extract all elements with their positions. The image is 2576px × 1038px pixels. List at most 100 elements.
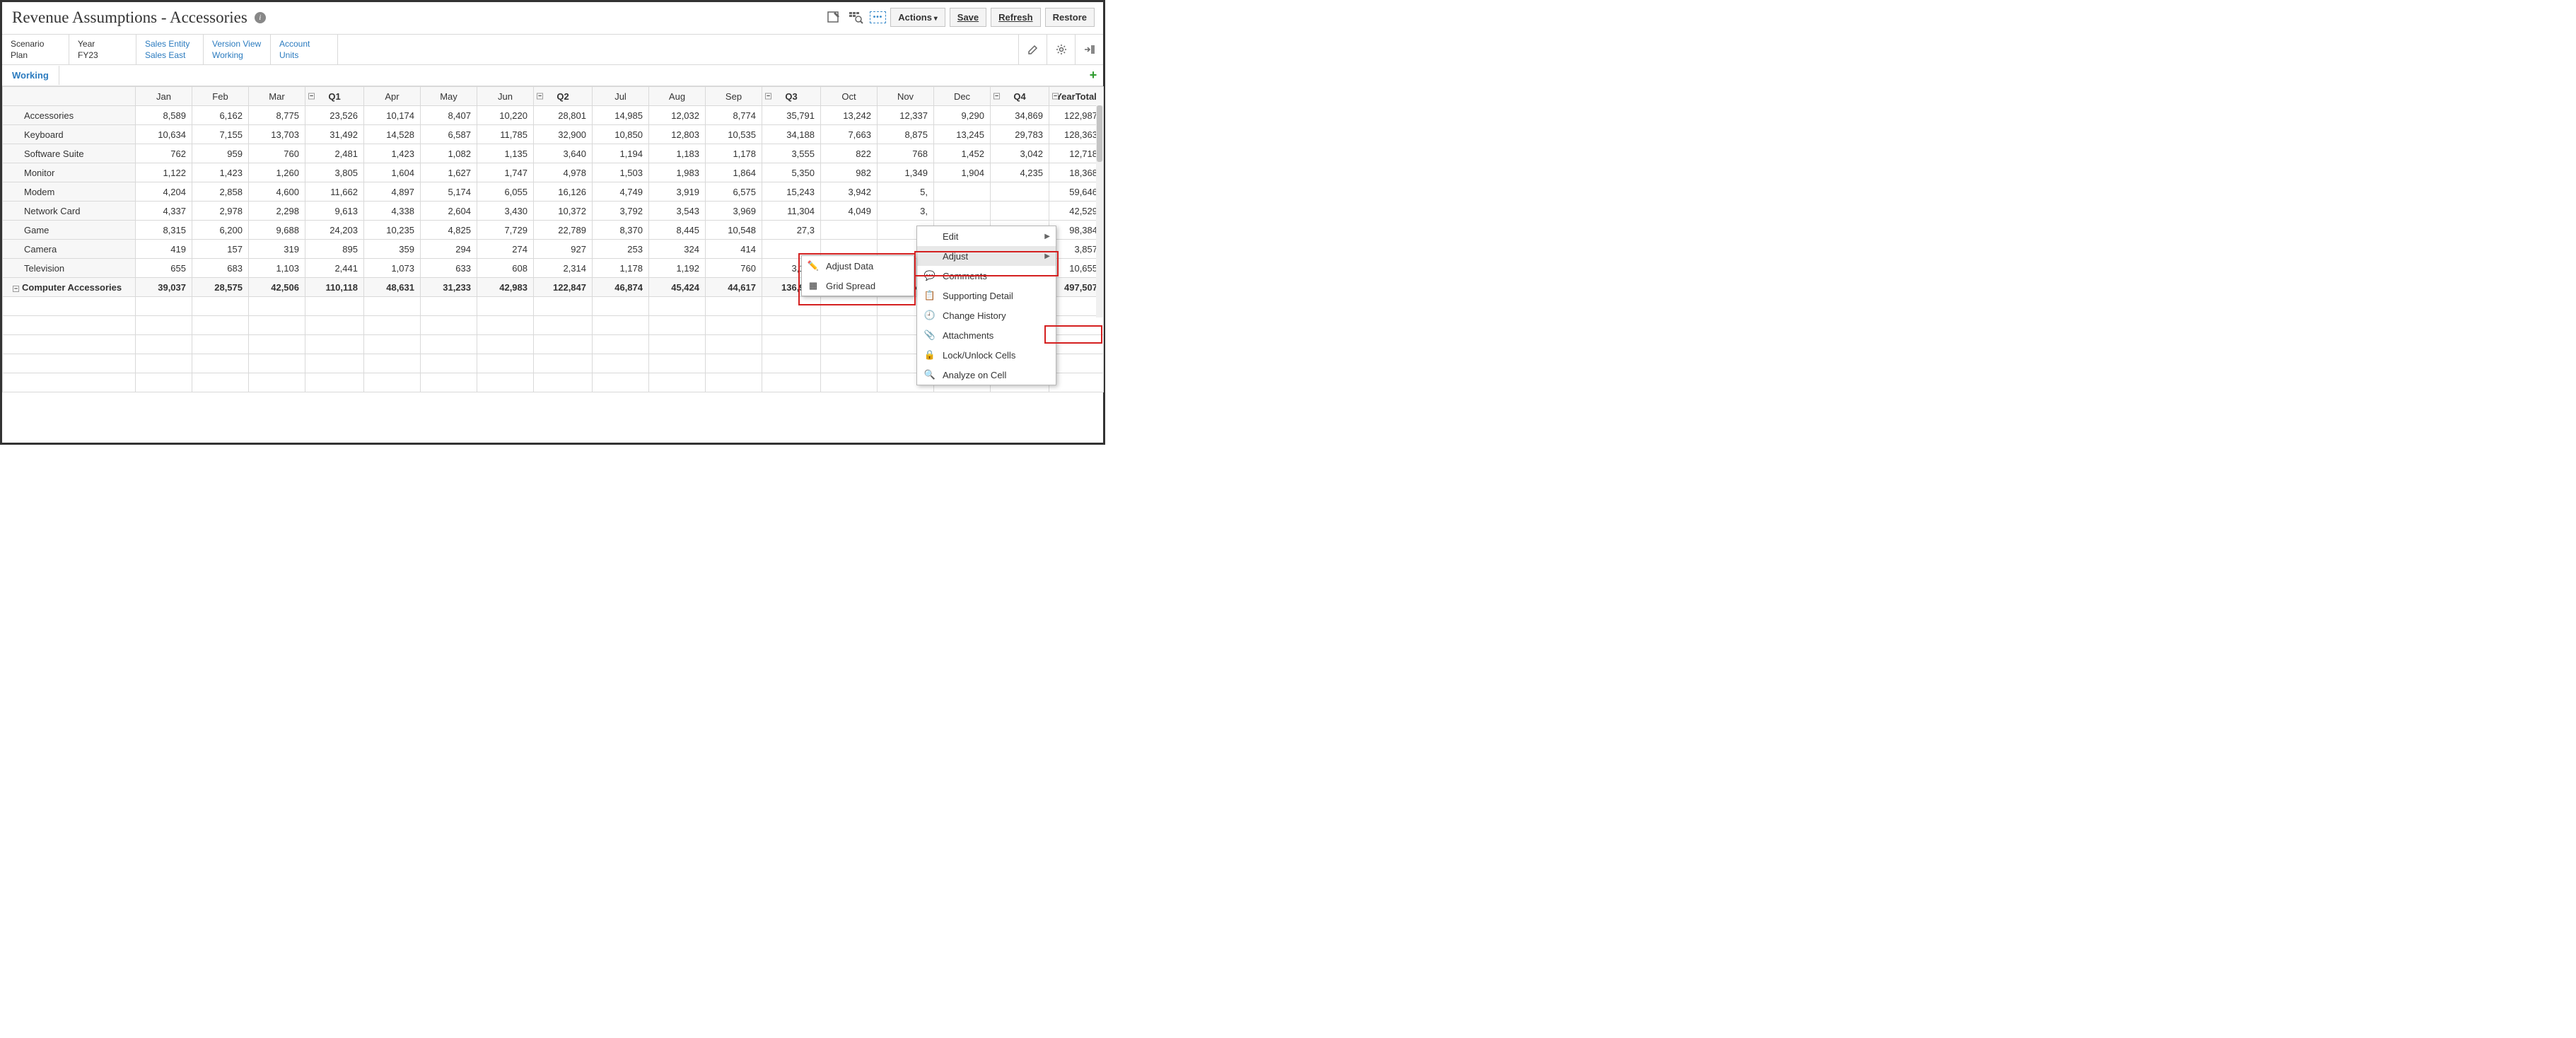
data-cell[interactable]: 1,194 <box>593 144 649 163</box>
data-cell[interactable]: 3,805 <box>305 163 364 182</box>
column-header[interactable]: Mar <box>249 87 305 106</box>
row-label[interactable]: Network Card <box>3 202 136 221</box>
data-cell[interactable]: 927 <box>534 240 593 259</box>
column-header[interactable]: −Q4 <box>991 87 1049 106</box>
refresh-button[interactable]: Refresh <box>991 8 1040 27</box>
data-cell[interactable]: 253 <box>593 240 649 259</box>
data-cell[interactable]: 98,384 <box>1049 221 1104 240</box>
column-header[interactable]: Dec <box>934 87 991 106</box>
column-header[interactable]: Jul <box>593 87 649 106</box>
data-cell[interactable]: 2,314 <box>534 259 593 278</box>
data-cell[interactable]: 11,662 <box>305 182 364 202</box>
vertical-scrollbar[interactable] <box>1096 105 1103 317</box>
data-cell[interactable]: 3, <box>878 202 934 221</box>
data-cell[interactable]: 59,646 <box>1049 182 1104 202</box>
data-cell[interactable]: 48,631 <box>364 278 421 297</box>
data-cell[interactable]: 35,791 <box>762 106 821 125</box>
actions-button[interactable]: Actions <box>890 8 945 27</box>
pov-cell[interactable]: Sales EntitySales East <box>136 35 204 64</box>
data-cell[interactable]: 6,055 <box>477 182 534 202</box>
data-cell[interactable]: 10,535 <box>706 125 762 144</box>
data-cell[interactable]: 959 <box>192 144 249 163</box>
data-cell[interactable]: 128,363 <box>1049 125 1104 144</box>
search-icon[interactable] <box>847 8 866 27</box>
data-cell[interactable]: 8,589 <box>136 106 192 125</box>
data-cell[interactable]: 324 <box>649 240 706 259</box>
context-menu-item[interactable]: 🔍Analyze on Cell <box>917 365 1056 385</box>
data-cell[interactable]: 4,978 <box>534 163 593 182</box>
column-header[interactable]: Apr <box>364 87 421 106</box>
settings-icon[interactable] <box>1047 35 1075 64</box>
data-cell[interactable]: 7,663 <box>821 125 878 144</box>
data-cell[interactable]: 633 <box>421 259 477 278</box>
data-cell[interactable]: 8,445 <box>649 221 706 240</box>
data-cell[interactable]: 359 <box>364 240 421 259</box>
data-cell[interactable]: 10,235 <box>364 221 421 240</box>
data-cell[interactable]: 42,529 <box>1049 202 1104 221</box>
column-header[interactable]: Feb <box>192 87 249 106</box>
data-cell[interactable] <box>821 221 878 240</box>
data-cell[interactable]: 1,904 <box>934 163 991 182</box>
column-header[interactable]: −Q3 <box>762 87 821 106</box>
pov-cell[interactable]: Version ViewWorking <box>204 35 271 64</box>
data-cell[interactable]: 4,049 <box>821 202 878 221</box>
data-cell[interactable]: 8,775 <box>249 106 305 125</box>
tab-working[interactable]: Working <box>2 66 59 85</box>
data-cell[interactable]: 608 <box>477 259 534 278</box>
data-cell[interactable]: 8,407 <box>421 106 477 125</box>
data-cell[interactable]: 12,803 <box>649 125 706 144</box>
data-cell[interactable]: 1,452 <box>934 144 991 163</box>
data-cell[interactable]: 6,575 <box>706 182 762 202</box>
data-cell[interactable]: 157 <box>192 240 249 259</box>
data-cell[interactable]: 12,032 <box>649 106 706 125</box>
data-cell[interactable]: 1,192 <box>649 259 706 278</box>
data-cell[interactable]: 5, <box>878 182 934 202</box>
data-cell[interactable]: 12,718 <box>1049 144 1104 163</box>
data-cell[interactable]: 982 <box>821 163 878 182</box>
row-label[interactable]: −Computer Accessories <box>3 278 136 297</box>
data-cell[interactable]: 419 <box>136 240 192 259</box>
data-cell[interactable]: 5,174 <box>421 182 477 202</box>
context-menu-item[interactable]: 💬Comments <box>917 266 1056 286</box>
data-cell[interactable]: 3,969 <box>706 202 762 221</box>
data-cell[interactable]: 39,037 <box>136 278 192 297</box>
data-cell[interactable]: 10,634 <box>136 125 192 144</box>
data-cell[interactable] <box>934 182 991 202</box>
column-header[interactable]: Sep <box>706 87 762 106</box>
data-cell[interactable]: 13,242 <box>821 106 878 125</box>
data-cell[interactable]: 8,774 <box>706 106 762 125</box>
data-cell[interactable]: 7,729 <box>477 221 534 240</box>
data-cell[interactable]: 44,617 <box>706 278 762 297</box>
format-icon[interactable] <box>824 8 843 27</box>
data-cell[interactable]: 14,985 <box>593 106 649 125</box>
data-cell[interactable]: 760 <box>249 144 305 163</box>
column-header[interactable]: Aug <box>649 87 706 106</box>
data-cell[interactable]: 34,869 <box>991 106 1049 125</box>
data-cell[interactable]: 24,203 <box>305 221 364 240</box>
data-cell[interactable]: 42,983 <box>477 278 534 297</box>
data-cell[interactable]: 18,368 <box>1049 163 1104 182</box>
data-cell[interactable]: 9,613 <box>305 202 364 221</box>
collapse-icon[interactable]: − <box>993 93 1000 100</box>
context-menu-item[interactable]: 🔒Lock/Unlock Cells <box>917 345 1056 365</box>
data-cell[interactable]: 4,204 <box>136 182 192 202</box>
data-cell[interactable]: 2,604 <box>421 202 477 221</box>
restore-button[interactable]: Restore <box>1045 8 1095 27</box>
data-cell[interactable]: 3,640 <box>534 144 593 163</box>
row-label[interactable]: Accessories <box>3 106 136 125</box>
context-menu-item[interactable]: ▦Grid Spread <box>802 276 914 296</box>
row-label[interactable]: Modem <box>3 182 136 202</box>
data-cell[interactable]: 2,858 <box>192 182 249 202</box>
context-menu-item[interactable]: 📎Attachments <box>917 325 1056 345</box>
data-cell[interactable]: 10,220 <box>477 106 534 125</box>
data-cell[interactable]: 760 <box>706 259 762 278</box>
expand-icon[interactable]: − <box>13 286 19 292</box>
data-cell[interactable]: 762 <box>136 144 192 163</box>
data-cell[interactable]: 122,847 <box>534 278 593 297</box>
data-cell[interactable]: 42,506 <box>249 278 305 297</box>
data-cell[interactable]: 4,338 <box>364 202 421 221</box>
data-cell[interactable]: 414 <box>706 240 762 259</box>
data-cell[interactable]: 2,481 <box>305 144 364 163</box>
data-cell[interactable]: 4,337 <box>136 202 192 221</box>
edit-pov-icon[interactable] <box>1018 35 1047 64</box>
